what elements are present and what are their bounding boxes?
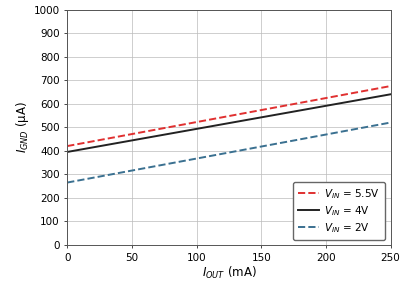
Legend: $V_{IN}$ = 5.5V, $V_{IN}$ = 4V, $V_{IN}$ = 2V: $V_{IN}$ = 5.5V, $V_{IN}$ = 4V, $V_{IN}$…: [292, 182, 384, 240]
X-axis label: $I_{OUT}$ (mA): $I_{OUT}$ (mA): [201, 265, 256, 282]
Y-axis label: $I_{GND}$ (μA): $I_{GND}$ (μA): [14, 101, 31, 153]
